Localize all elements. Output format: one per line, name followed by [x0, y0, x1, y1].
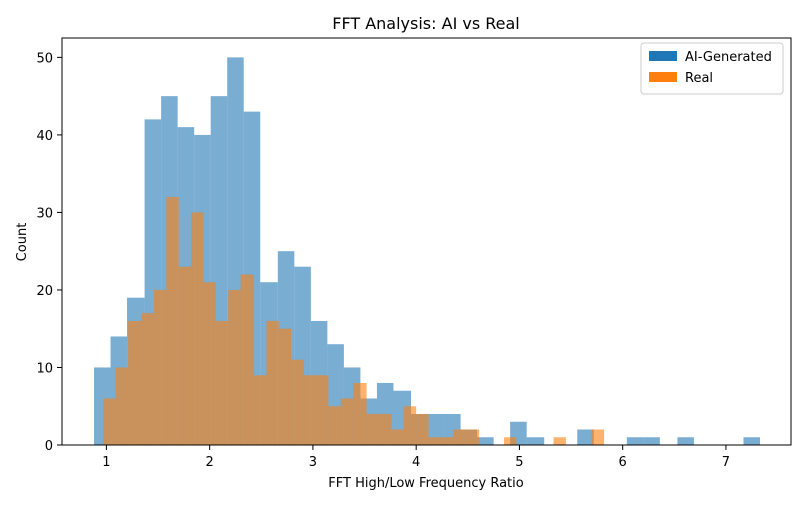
bar-ai-generated-29: [577, 429, 594, 445]
bar-real-27: [440, 437, 454, 445]
y-tick-label: 0: [45, 439, 53, 454]
y-tick-label: 40: [36, 129, 53, 144]
bar-real-16: [303, 375, 317, 445]
x-tick-label: 3: [309, 455, 317, 470]
bar-real-39: [591, 429, 605, 445]
legend-label-real: Real: [685, 71, 713, 86]
bars-layer: [94, 57, 761, 446]
x-axis-label: FFT High/Low Frequency Ratio: [328, 476, 524, 491]
x-axis: 1 2 3 4 5 6 7: [102, 445, 730, 470]
bar-ai-generated-32: [626, 437, 644, 445]
bar-ai-generated-26: [526, 437, 545, 445]
plot-frame: [61, 37, 792, 446]
bar-real-0: [103, 398, 116, 445]
x-tick-label: 4: [412, 455, 420, 470]
bar-real-5: [166, 196, 179, 445]
chart-title: FFT Analysis: AI vs Real: [332, 14, 520, 33]
bar-real-24: [403, 406, 417, 445]
y-tick-label: 50: [36, 51, 53, 66]
bar-real-1: [115, 367, 129, 445]
bar-ai-generated-20: [427, 413, 445, 445]
bar-real-2: [128, 320, 142, 445]
bar-ai-generated-33: [643, 437, 660, 445]
legend: AI-Generated Real: [640, 42, 784, 95]
legend-label-ai-generated: AI-Generated: [685, 50, 772, 65]
bar-real-26: [428, 437, 441, 445]
bar-real-13: [266, 320, 279, 445]
legend-swatch-ai-generated: [649, 51, 677, 61]
bar-real-20: [353, 382, 367, 445]
bar-real-14: [278, 328, 292, 445]
bar-real-7: [191, 212, 204, 445]
bar-real-10: [228, 289, 241, 445]
bar-real-8: [203, 282, 216, 445]
plot-area: [61, 37, 792, 446]
bar-real-11: [240, 274, 255, 445]
y-axis-label: Count: [15, 223, 30, 262]
bar-real-3: [141, 313, 154, 445]
bar-real-12: [254, 375, 267, 445]
y-tick-label: 10: [36, 361, 53, 376]
x-tick-label: 2: [206, 455, 214, 470]
legend-swatch-real: [649, 72, 677, 82]
x-tick-label: 5: [515, 455, 523, 470]
bar-real-15: [291, 359, 304, 445]
bar-real-32: [503, 437, 517, 445]
bar-real-21: [366, 413, 379, 445]
bar-ai-generated-23: [477, 437, 494, 445]
x-tick-label: 7: [722, 455, 730, 470]
bar-real-36: [553, 437, 566, 445]
bar-real-18: [328, 406, 341, 445]
bar-ai-generated-39: [743, 437, 761, 445]
x-tick-label: 1: [102, 455, 110, 470]
bar-real-17: [316, 375, 329, 445]
bar-real-28: [453, 429, 466, 445]
bar-ai-generated-35: [677, 437, 694, 445]
bar-real-25: [416, 413, 429, 445]
bar-real-9: [215, 320, 229, 445]
y-tick-label: 30: [36, 206, 53, 221]
bar-real-23: [391, 429, 404, 445]
bar-real-22: [379, 413, 392, 445]
x-tick-label: 6: [619, 455, 627, 470]
y-tick-label: 20: [36, 284, 53, 299]
bar-real-19: [340, 398, 354, 445]
bar-real-6: [178, 266, 192, 445]
y-axis: 0 10 20 30 40 50: [36, 51, 62, 454]
bar-real-29: [465, 429, 480, 445]
bar-real-4: [153, 289, 167, 445]
